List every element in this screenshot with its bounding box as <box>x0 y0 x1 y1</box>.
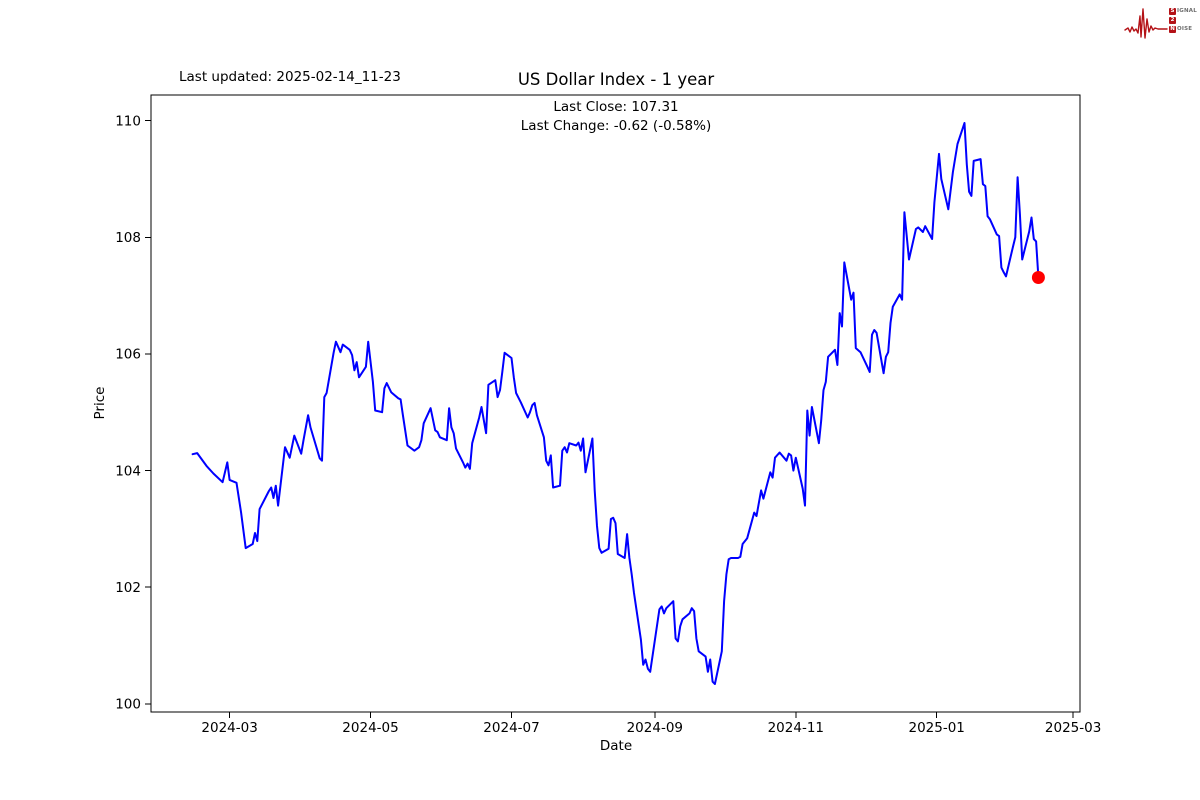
y-tick-label: 110 <box>115 114 141 130</box>
logo-word-noise: N OISE <box>1169 25 1197 33</box>
logo-word-signal: S IGNAL <box>1169 7 1197 15</box>
y-tick-label: 108 <box>115 230 141 246</box>
x-axis-label: Date <box>599 738 633 754</box>
y-tick-label: 102 <box>115 580 141 596</box>
x-tick-label: 2025-03 <box>1045 720 1101 736</box>
signal2noise-logo: S IGNAL 2 N OISE <box>1124 5 1197 43</box>
x-tick-label: 2024-07 <box>483 720 539 736</box>
logo-letter-2: 2 <box>1169 16 1176 24</box>
y-tick-label: 100 <box>115 697 141 713</box>
x-tick-label: 2025-01 <box>908 720 964 736</box>
x-tick-label: 2024-11 <box>768 720 824 736</box>
logo-letter-s: S <box>1169 7 1176 15</box>
y-tick-label: 104 <box>115 463 141 479</box>
logo-word-signal-rest: IGNAL <box>1177 8 1197 14</box>
last-updated-text: Last updated: 2025-02-14_11-23 <box>179 69 401 85</box>
y-tick-label: 106 <box>115 347 141 363</box>
x-tick-label: 2024-09 <box>627 720 683 736</box>
heartbeat-waveform-icon <box>1124 8 1168 39</box>
logo-word-noise-rest: OISE <box>1177 26 1193 32</box>
price-line <box>191 122 1040 685</box>
x-tick-label: 2024-03 <box>201 720 257 736</box>
logo-word-2: 2 <box>1169 16 1197 24</box>
y-axis-label: Price <box>92 386 108 420</box>
last-close-marker <box>1031 271 1045 284</box>
x-tick-label: 2024-05 <box>342 720 398 736</box>
chart-title: US Dollar Index - 1 year <box>517 70 715 89</box>
logo-letter-n: N <box>1169 25 1176 33</box>
axes-border <box>150 94 1081 713</box>
last-change-annotation: Last Change: -0.62 (-0.58%) <box>520 118 712 134</box>
logo-wordmark: S IGNAL 2 N OISE <box>1169 7 1197 34</box>
last-close-annotation: Last Close: 107.31 <box>553 99 679 115</box>
